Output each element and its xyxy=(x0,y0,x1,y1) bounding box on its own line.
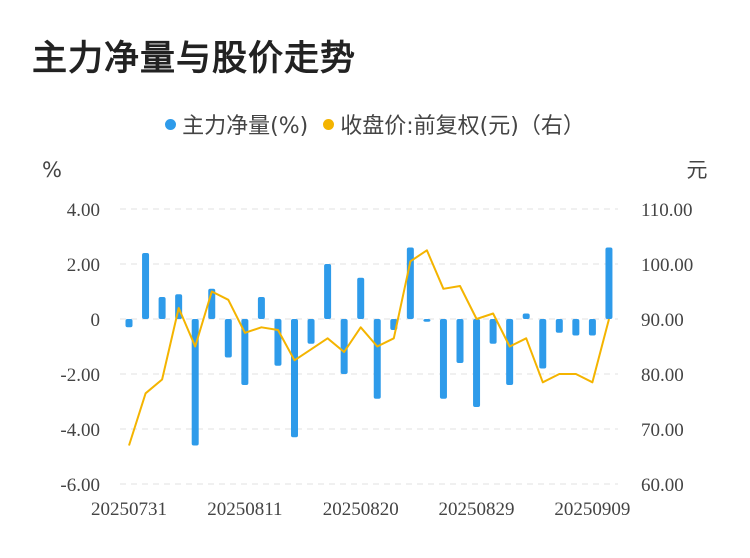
x-tick-label: 20250829 xyxy=(439,499,515,520)
right-axis-unit: 元 xyxy=(687,158,708,182)
legend-line-label: 收盘价:前复权(元)（右） xyxy=(340,114,585,139)
bar[interactable] xyxy=(555,319,563,333)
bar[interactable] xyxy=(274,319,282,366)
right-tick-label: 110.00 xyxy=(641,200,693,221)
legend-item-line[interactable]: 收盘价:前复权(元)（右） xyxy=(323,108,585,140)
right-tick-label: 100.00 xyxy=(641,255,693,276)
bar[interactable] xyxy=(473,319,481,407)
left-tick-label: 4.00 xyxy=(67,200,100,221)
bar[interactable] xyxy=(489,319,497,344)
bar[interactable] xyxy=(423,319,431,322)
bar[interactable] xyxy=(224,319,232,358)
legend-item-bar[interactable]: 主力净量(%) xyxy=(165,108,308,140)
legend-bar-label: 主力净量(%) xyxy=(182,114,309,139)
bar[interactable] xyxy=(241,319,249,385)
bar[interactable] xyxy=(522,313,530,320)
right-tick-label: 60.00 xyxy=(641,475,684,496)
bar[interactable] xyxy=(456,319,464,363)
bar[interactable] xyxy=(158,297,166,319)
left-tick-label: -6.00 xyxy=(60,475,100,496)
right-tick-label: 90.00 xyxy=(641,310,684,331)
bar[interactable] xyxy=(439,319,447,399)
legend-line-swatch xyxy=(323,118,335,130)
left-tick-label: 0 xyxy=(91,310,101,331)
bar[interactable] xyxy=(588,319,596,336)
bar[interactable] xyxy=(307,319,315,344)
bar[interactable] xyxy=(357,277,365,319)
bar[interactable] xyxy=(191,319,199,446)
bar[interactable] xyxy=(406,247,414,320)
x-tick-label: 20250909 xyxy=(554,499,630,520)
chart-title: 主力净量与股价走势 xyxy=(32,39,357,79)
bar[interactable] xyxy=(142,253,150,319)
bar[interactable] xyxy=(539,319,547,369)
x-tick-label: 20250811 xyxy=(207,499,282,520)
bar[interactable] xyxy=(605,247,613,320)
right-tick-label: 80.00 xyxy=(641,365,684,386)
legend: 主力净量(%) 收盘价:前复权(元)（右） xyxy=(0,108,750,140)
bar[interactable] xyxy=(373,319,381,399)
price-line[interactable] xyxy=(128,249,610,446)
bar[interactable] xyxy=(125,319,133,328)
x-tick-label: 20250731 xyxy=(91,499,167,520)
bar[interactable] xyxy=(324,264,332,319)
bar[interactable] xyxy=(506,319,514,385)
legend-bar-swatch xyxy=(165,118,177,130)
bar[interactable] xyxy=(340,319,348,374)
left-tick-label: 2.00 xyxy=(67,255,100,276)
left-tick-label: -2.00 xyxy=(60,365,100,386)
x-tick-label: 20250820 xyxy=(323,499,399,520)
bar[interactable] xyxy=(291,319,298,438)
left-tick-label: -4.00 xyxy=(60,420,100,441)
right-tick-label: 70.00 xyxy=(641,420,684,441)
bar[interactable] xyxy=(572,319,580,336)
bar[interactable] xyxy=(257,297,265,319)
left-axis-unit: % xyxy=(42,158,62,182)
